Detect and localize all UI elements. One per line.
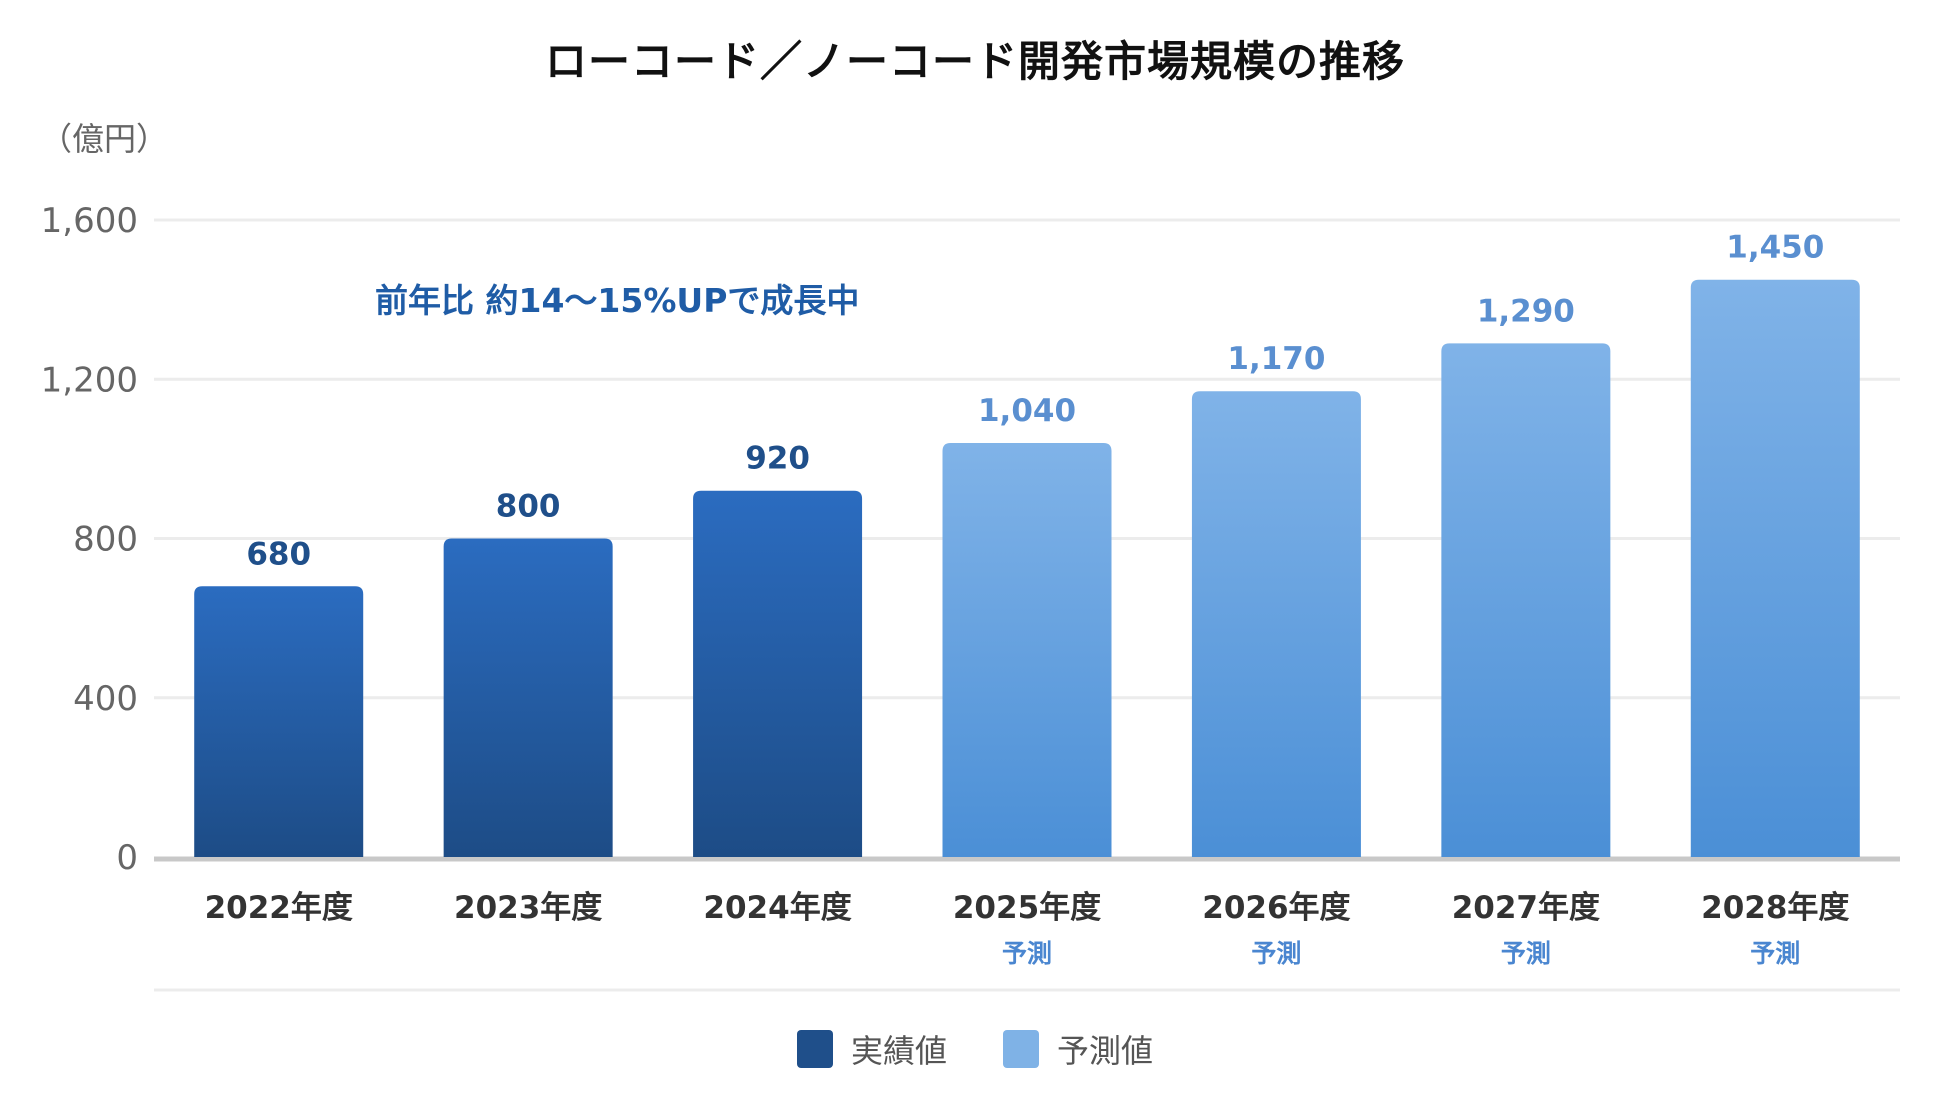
x-tick-label: 2023年度: [454, 890, 602, 926]
bar-2027年度: [1441, 343, 1611, 857]
x-tick-label: 2027年度: [1452, 890, 1600, 926]
y-axis-unit: （億円）: [40, 120, 169, 158]
bar-2022年度: [194, 586, 364, 857]
data-label: 1,170: [1227, 341, 1325, 377]
x-tick-label: 2028年度: [1701, 890, 1849, 926]
x-tick-label: 2026年度: [1202, 890, 1350, 926]
chart-title: ローコード／ノーコード開発市場規模の推移: [544, 37, 1405, 86]
bar-2028年度: [1690, 279, 1860, 857]
y-tick-label: 1,600: [41, 201, 138, 241]
legend: 実績値 予測値: [0, 1026, 1950, 1072]
data-label: 800: [496, 489, 561, 525]
y-tick-label: 400: [73, 679, 138, 719]
x-sublabel-forecast: 予測: [1750, 939, 1800, 968]
legend-item-forecast: 予測値: [1003, 1026, 1153, 1072]
bar-2026年度: [1191, 391, 1361, 857]
legend-swatch-forecast: [1003, 1030, 1039, 1068]
bar-2024年度: [693, 490, 863, 857]
x-sublabel-forecast: 予測: [1251, 939, 1301, 968]
data-label: 1,040: [978, 393, 1076, 429]
data-label: 1,290: [1477, 293, 1575, 329]
x-tick-label: 2024年度: [703, 890, 851, 926]
bar-2025年度: [942, 442, 1112, 857]
x-tick-label: 2022年度: [205, 890, 353, 926]
growth-annotation: 前年比 約14〜15%UPで成長中: [375, 281, 859, 320]
legend-swatch-actual: [796, 1030, 833, 1068]
x-sublabel-forecast: 予測: [1002, 939, 1052, 968]
data-label: 680: [246, 536, 311, 572]
bar-2023年度: [443, 538, 613, 857]
legend-item-actual: 実績値: [796, 1026, 947, 1072]
legend-label-actual: 実績値: [850, 1032, 947, 1070]
x-tick-label: 2025年度: [953, 890, 1101, 926]
data-label: 1,450: [1726, 230, 1824, 266]
y-tick-label: 0: [116, 838, 138, 878]
y-tick-label: 800: [73, 520, 138, 560]
legend-label-forecast: 予測値: [1057, 1032, 1154, 1070]
y-tick-label: 1,200: [41, 360, 138, 400]
x-sublabel-forecast: 予測: [1501, 939, 1551, 968]
data-label: 920: [745, 441, 810, 477]
